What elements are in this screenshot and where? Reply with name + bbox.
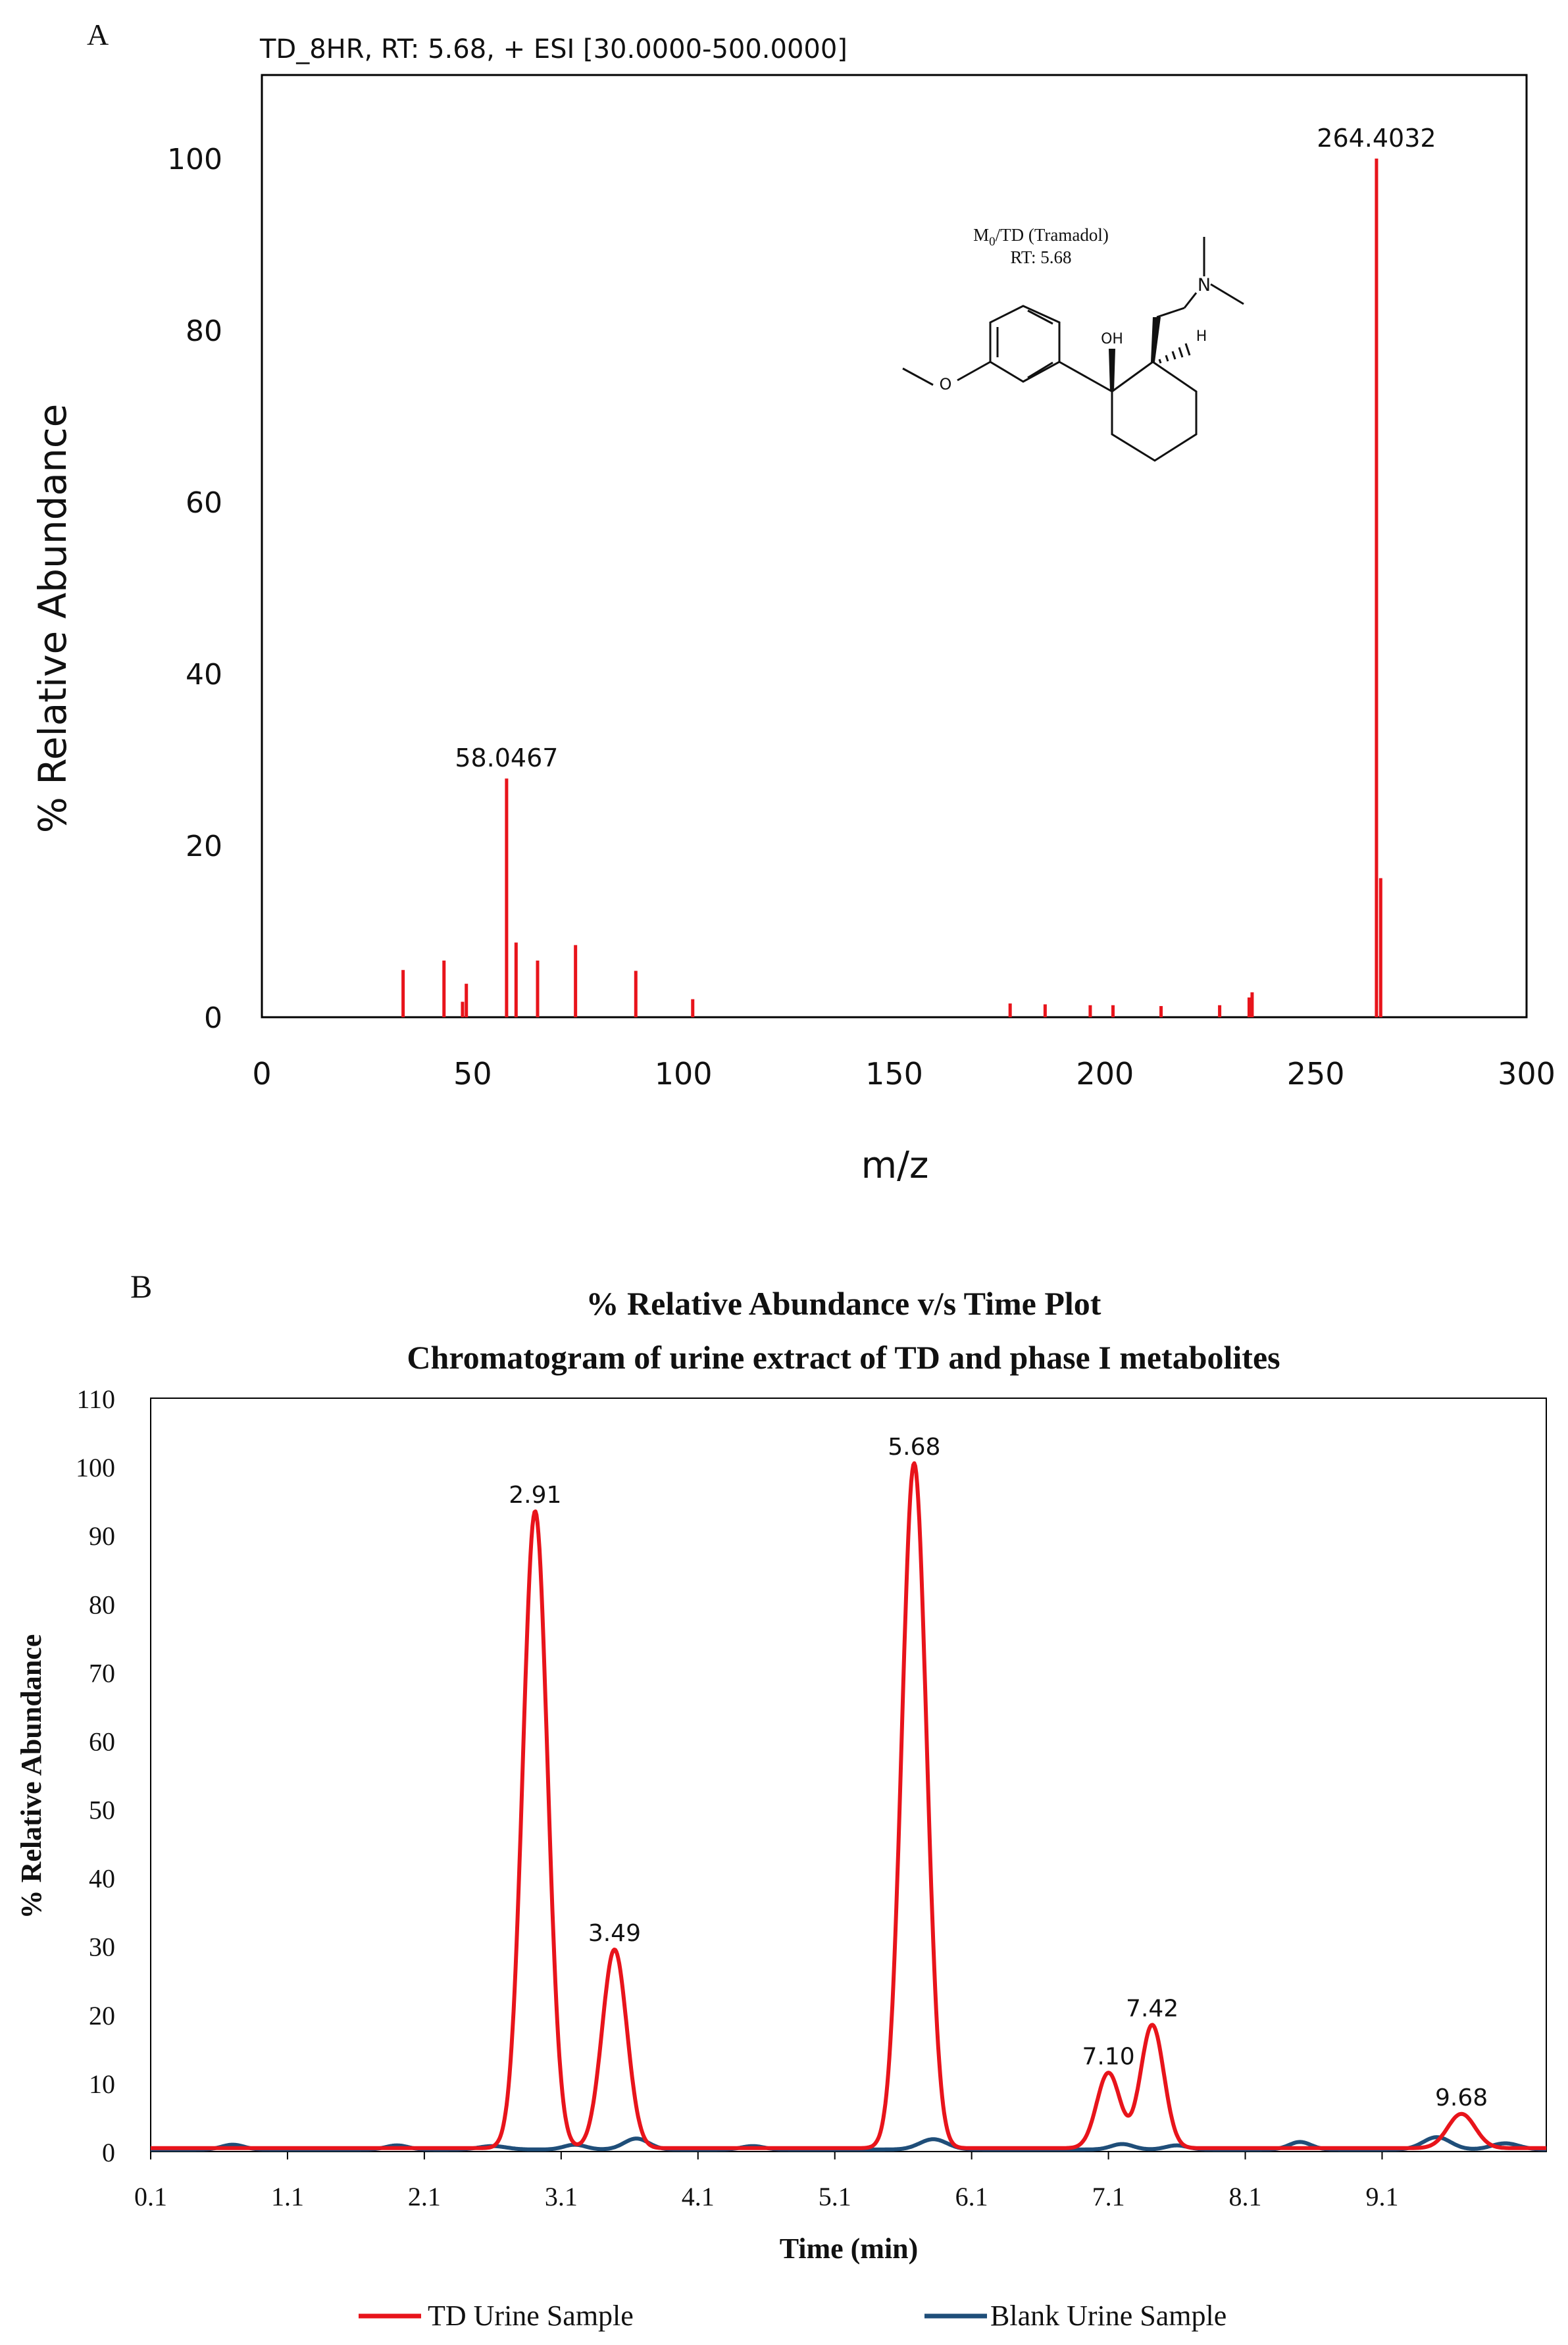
- panel-a-x-tick-label: 100: [655, 1056, 713, 1092]
- panel-b-plot-frame: [150, 1398, 1547, 2152]
- panel-a-y-tick-label: 20: [186, 830, 222, 863]
- panel-b-x-tick-label: 8.1: [1229, 2182, 1262, 2211]
- panel-b-y-ticks: 0 10 20 30 40 50 60 70 80 90 100 110: [76, 1384, 115, 2167]
- panel-b-y-tick-label: 90: [89, 1521, 115, 1551]
- structure-atom-n: N: [1198, 275, 1211, 295]
- panel-b-y-tick-label: 70: [89, 1658, 115, 1688]
- panel-b-x-tick-label: 7.1: [1092, 2182, 1125, 2211]
- panel-a-y-tick-label: 0: [204, 1001, 222, 1035]
- panel-a-x-axis-label: m/z: [861, 1144, 929, 1187]
- panel-b-peak-label: 7.42: [1126, 1996, 1178, 2023]
- panel-a-y-tick-label: 100: [167, 143, 222, 176]
- panel-a-peak-label: 264.4032: [1317, 124, 1436, 153]
- panel-b-x-tick-label: 6.1: [955, 2182, 988, 2211]
- panel-b-x-ticks: 0.1 1.1 2.1 3.1 4.1 5.1 6.1 7.1 8.1 9.1: [134, 2152, 1398, 2211]
- panel-a-peak-labels: 58.0467 264.4032: [455, 124, 1436, 772]
- legend-label-td: TD Urine Sample: [428, 2300, 634, 2332]
- panel-b-x-tick-label: 9.1: [1365, 2182, 1398, 2211]
- panel-a-peak-label: 58.0467: [455, 744, 558, 772]
- structure-name: M0/TD (Tramadol): [973, 225, 1109, 249]
- panel-b-title: % Relative Abundance v/s Time Plot: [586, 1285, 1101, 1322]
- panel-a-header: TD_8HR, RT: 5.68, + ESI [30.0000-500.000…: [259, 34, 847, 64]
- panel-a-x-tick-label: 0: [252, 1056, 271, 1092]
- tramadol-structure: M0/TD (Tramadol) RT: 5.68: [902, 225, 1244, 462]
- panel-a-y-tick-label: 80: [186, 315, 222, 348]
- panel-b-peak-label: 2.91: [509, 1482, 561, 1509]
- panel-b-y-tick-label: 20: [89, 2001, 115, 2030]
- panel-b-x-tick-label: 0.1: [134, 2182, 167, 2211]
- panel-b-peak-label: 3.49: [588, 1920, 641, 1947]
- panel-b-legend: TD Urine Sample Blank Urine Sample: [359, 2300, 1227, 2332]
- structure-rt: RT: 5.68: [1010, 247, 1071, 267]
- structure-bonds-2: [1156, 237, 1244, 318]
- panel-b-series-line: [149, 1461, 1548, 2150]
- panel-a-plot-frame: [261, 74, 1528, 1019]
- panel-a-x-tick-label: 150: [865, 1056, 923, 1092]
- panel-b: B % Relative Abundance v/s Time Plot Chr…: [15, 1268, 1548, 2332]
- structure-ch2-wedge: [1151, 317, 1161, 362]
- panel-a-y-axis-label: % Relative Abundance: [30, 404, 75, 834]
- panel-b-y-tick-label: 50: [89, 1796, 115, 1825]
- panel-a-x-tick-label: 250: [1287, 1056, 1345, 1092]
- panel-a-x-ticks: 0 50 100 150 200 250 300: [252, 1056, 1555, 1092]
- panel-b-peak-labels: 2.91 3.49 5.68 7.10 7.42 9.68: [509, 1434, 1488, 2111]
- panel-b-label: B: [130, 1268, 152, 1305]
- panel-a-x-tick-label: 300: [1498, 1056, 1555, 1092]
- panel-a-y-tick-label: 40: [186, 658, 222, 692]
- panel-a-x-tick-label: 200: [1076, 1056, 1134, 1092]
- structure-atom-oh: OH: [1101, 331, 1123, 347]
- panel-b-y-tick-label: 60: [89, 1727, 115, 1756]
- panel-b-peak-label: 9.68: [1435, 2084, 1488, 2111]
- panel-b-peak-label: 5.68: [888, 1434, 940, 1461]
- panel-b-y-axis-label: % Relative Abundance: [15, 1634, 47, 1919]
- panel-a-label: A: [87, 18, 109, 51]
- panel-b-y-tick-label: 40: [89, 1864, 115, 1894]
- legend-label-blank: Blank Urine Sample: [990, 2300, 1227, 2332]
- panel-b-x-tick-label: 3.1: [545, 2182, 578, 2211]
- panel-b-x-axis-label: Time (min): [780, 2232, 919, 2265]
- panel-a-x-tick-label: 50: [453, 1056, 492, 1092]
- structure-oh-wedge: [1109, 349, 1115, 391]
- panel-b-y-tick-label: 10: [89, 2069, 115, 2099]
- panel-b-y-tick-label: 30: [89, 1932, 115, 1962]
- panel-a-y-tick-label: 60: [186, 486, 222, 520]
- panel-b-x-tick-label: 2.1: [408, 2182, 441, 2211]
- panel-b-y-tick-label: 110: [76, 1384, 115, 1414]
- panel-b-y-tick-label: 80: [89, 1590, 115, 1619]
- panel-b-y-tick-label: 100: [76, 1453, 115, 1482]
- panel-b-x-tick-label: 4.1: [682, 2182, 715, 2211]
- panel-b-subtitle: Chromatogram of urine extract of TD and …: [407, 1339, 1280, 1376]
- panel-a-peaks: [401, 159, 1382, 1017]
- structure-atom-h: H: [1196, 328, 1207, 345]
- panel-b-x-tick-label: 5.1: [819, 2182, 851, 2211]
- panel-b-x-tick-label: 1.1: [271, 2182, 304, 2211]
- panel-a: A TD_8HR, RT: 5.68, + ESI [30.0000-500.0…: [30, 18, 1555, 1187]
- panel-b-peak-label: 7.10: [1082, 2044, 1135, 2071]
- panel-a-y-ticks: 0 20 40 60 80 100: [167, 143, 222, 1035]
- panel-b-series: [149, 1461, 1548, 2152]
- structure-h-hash: [1158, 343, 1191, 364]
- panel-b-y-tick-label: 0: [102, 2138, 115, 2167]
- structure-atom-o: O: [940, 375, 952, 393]
